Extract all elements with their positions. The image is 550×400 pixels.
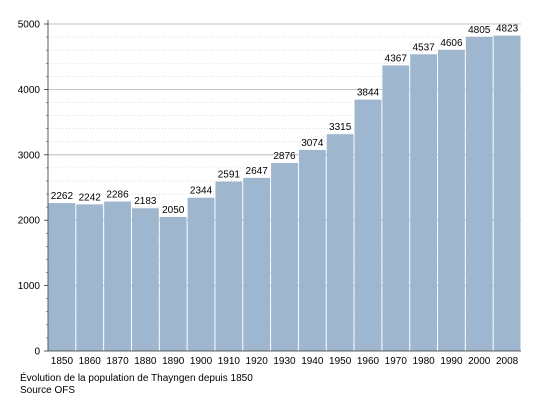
x-tick-label: 1990: [440, 356, 463, 367]
x-tick-label: 1940: [301, 356, 324, 367]
value-label: 3315: [329, 122, 352, 133]
x-tick-label: 1850: [51, 356, 74, 367]
bar: [298, 149, 326, 351]
value-label: 3844: [357, 88, 380, 99]
value-labels: 2262 2242 2286 2183 2050 2344 2591 2647 2876 3074…: [51, 24, 519, 216]
y-tick-label: 0: [34, 347, 40, 358]
y-tick-label: 1000: [18, 281, 41, 292]
value-label: 2242: [79, 192, 102, 203]
y-tick-label: 2000: [18, 216, 41, 227]
bar: [243, 177, 271, 351]
value-label: 3074: [301, 138, 324, 149]
y-tick-label: 3000: [18, 150, 41, 161]
chart-caption-title: Évolution de la population de Thayngen d…: [20, 373, 253, 384]
x-tick-label: 1890: [162, 356, 185, 367]
chart-caption-source: Source OFS: [20, 385, 76, 396]
x-tick-label: 1980: [412, 356, 435, 367]
value-label: 4367: [385, 53, 408, 64]
bar: [76, 204, 104, 351]
y-tick-label: 5000: [18, 20, 41, 31]
y-axis-tick-labels: 0 1000 2000 3000 4000 5000: [18, 20, 41, 358]
value-label: 2286: [106, 189, 129, 200]
bar: [382, 65, 410, 352]
value-label: 4805: [468, 25, 491, 36]
bar: [326, 134, 354, 351]
bar: [271, 162, 298, 351]
value-label: 4823: [496, 24, 519, 35]
x-tick-label: 1960: [357, 356, 380, 367]
value-label: 2647: [246, 166, 269, 177]
value-label: 2262: [51, 191, 74, 202]
value-label: 2050: [162, 205, 185, 216]
bar: [410, 54, 438, 351]
value-label: 2183: [134, 196, 157, 207]
value-label: 4606: [440, 38, 463, 49]
bar: [354, 99, 382, 351]
bar: [438, 49, 465, 351]
x-axis-tick-labels: 1850 1860 1870 1880 1890 1900 1910 1920 1930 1940…: [51, 356, 519, 367]
bar: [48, 203, 76, 351]
value-label: 2344: [190, 186, 213, 197]
axes: [44, 20, 521, 352]
x-tick-label: 1880: [134, 356, 157, 367]
x-tick-label: 2000: [468, 356, 491, 367]
x-tick-label: 1930: [273, 356, 296, 367]
x-tick-label: 1920: [246, 356, 269, 367]
bar: [104, 201, 131, 351]
bars: [48, 35, 521, 352]
bar: [131, 208, 159, 351]
x-tick-label: 1870: [106, 356, 129, 367]
value-label: 2876: [273, 151, 296, 162]
value-label: 4537: [412, 42, 435, 53]
x-tick-label: 2008: [496, 356, 519, 367]
bar: [159, 216, 187, 351]
bar: [215, 181, 243, 351]
x-tick-label: 1950: [329, 356, 352, 367]
x-tick-label: 1860: [79, 356, 102, 367]
x-tick-label: 1970: [385, 356, 408, 367]
y-tick-label: 4000: [18, 85, 41, 96]
bar: [493, 35, 521, 351]
value-label: 2591: [218, 170, 241, 181]
x-tick-label: 1910: [218, 356, 241, 367]
bar: [187, 197, 215, 351]
bar: [465, 36, 493, 352]
x-tick-label: 1900: [190, 356, 213, 367]
